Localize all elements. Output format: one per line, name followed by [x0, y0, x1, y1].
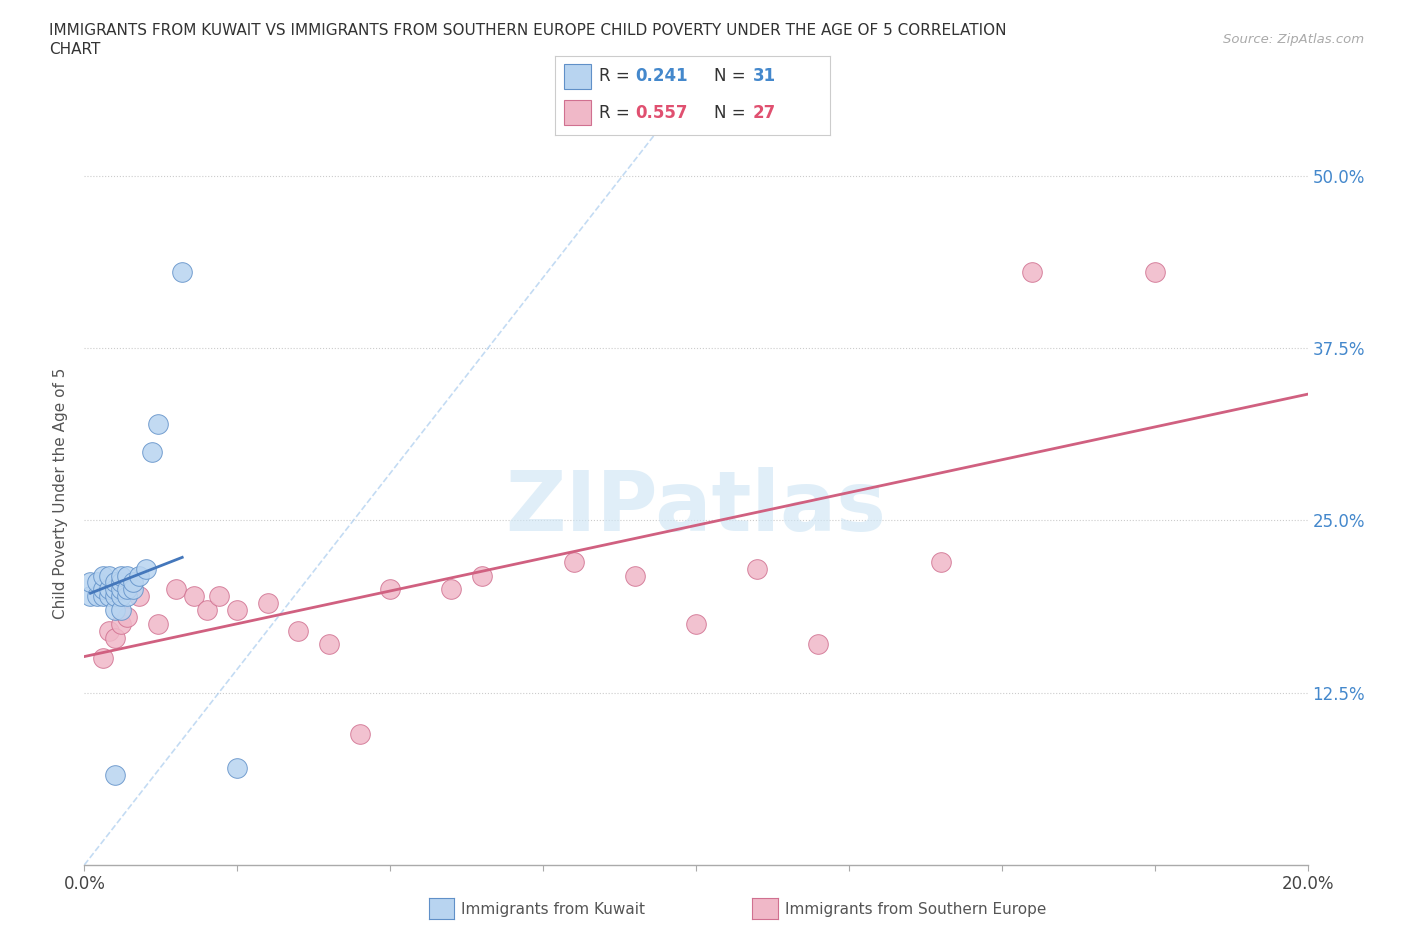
Point [624, 568, 647, 583]
Text: Immigrants from Southern Europe: Immigrants from Southern Europe [785, 902, 1046, 917]
Point [562, 554, 585, 569]
Point [91, 589, 114, 604]
Point [115, 609, 138, 624]
Point [440, 582, 463, 597]
Point [115, 568, 138, 583]
Point [110, 582, 132, 597]
Text: R =: R = [599, 104, 636, 122]
Point [97, 568, 120, 583]
Text: R =: R = [599, 67, 636, 86]
Point [141, 445, 163, 459]
Point [471, 568, 494, 583]
Point [929, 554, 952, 569]
Text: ZIPatlas: ZIPatlas [506, 467, 886, 549]
Point [97, 582, 120, 597]
Point [685, 617, 707, 631]
Bar [564, 64, 591, 89]
Point [165, 582, 187, 597]
Point [807, 637, 830, 652]
Point [257, 596, 280, 611]
Text: CHART: CHART [49, 42, 101, 57]
Point [97, 623, 120, 638]
Point [86, 589, 108, 604]
Text: 31: 31 [752, 67, 776, 86]
Text: Immigrants from Kuwait: Immigrants from Kuwait [461, 902, 645, 917]
Text: IMMIGRANTS FROM KUWAIT VS IMMIGRANTS FROM SOUTHERN EUROPE CHILD POVERTY UNDER TH: IMMIGRANTS FROM KUWAIT VS IMMIGRANTS FRO… [49, 23, 1007, 38]
Point [122, 575, 145, 590]
Point [91, 568, 114, 583]
Text: 0.557: 0.557 [636, 104, 688, 122]
Point [318, 637, 340, 652]
Point [104, 768, 127, 783]
Point [122, 582, 145, 597]
Point [349, 726, 371, 741]
Point [104, 589, 127, 604]
Point [104, 575, 127, 590]
Point [79, 589, 101, 604]
Point [1021, 265, 1043, 280]
Point [135, 561, 157, 576]
Point [208, 589, 231, 604]
Point [91, 651, 114, 666]
Point [110, 603, 132, 618]
Text: N =: N = [714, 104, 751, 122]
Point [183, 589, 205, 604]
Point [86, 575, 108, 590]
Point [128, 589, 150, 604]
Text: 27: 27 [752, 104, 776, 122]
Point [226, 603, 249, 618]
Point [195, 603, 218, 618]
Text: Source: ZipAtlas.com: Source: ZipAtlas.com [1223, 33, 1364, 46]
Point [172, 265, 194, 280]
Y-axis label: Child Poverty Under the Age of 5: Child Poverty Under the Age of 5 [53, 367, 69, 618]
Text: N =: N = [714, 67, 751, 86]
Point [380, 582, 402, 597]
Point [110, 617, 132, 631]
Point [287, 623, 309, 638]
Point [91, 582, 114, 597]
Point [97, 589, 120, 604]
Text: 0.241: 0.241 [636, 67, 688, 86]
Point [104, 631, 127, 645]
Point [1143, 265, 1166, 280]
Point [146, 417, 169, 432]
Point [226, 761, 249, 776]
Point [747, 561, 769, 576]
Point [79, 575, 101, 590]
Point [110, 568, 132, 583]
Point [110, 589, 132, 604]
Point [128, 568, 150, 583]
Point [104, 603, 127, 618]
Point [110, 575, 132, 590]
Point [146, 617, 169, 631]
Bar [564, 100, 591, 126]
Point [115, 589, 138, 604]
Point [115, 582, 138, 597]
Point [104, 582, 127, 597]
